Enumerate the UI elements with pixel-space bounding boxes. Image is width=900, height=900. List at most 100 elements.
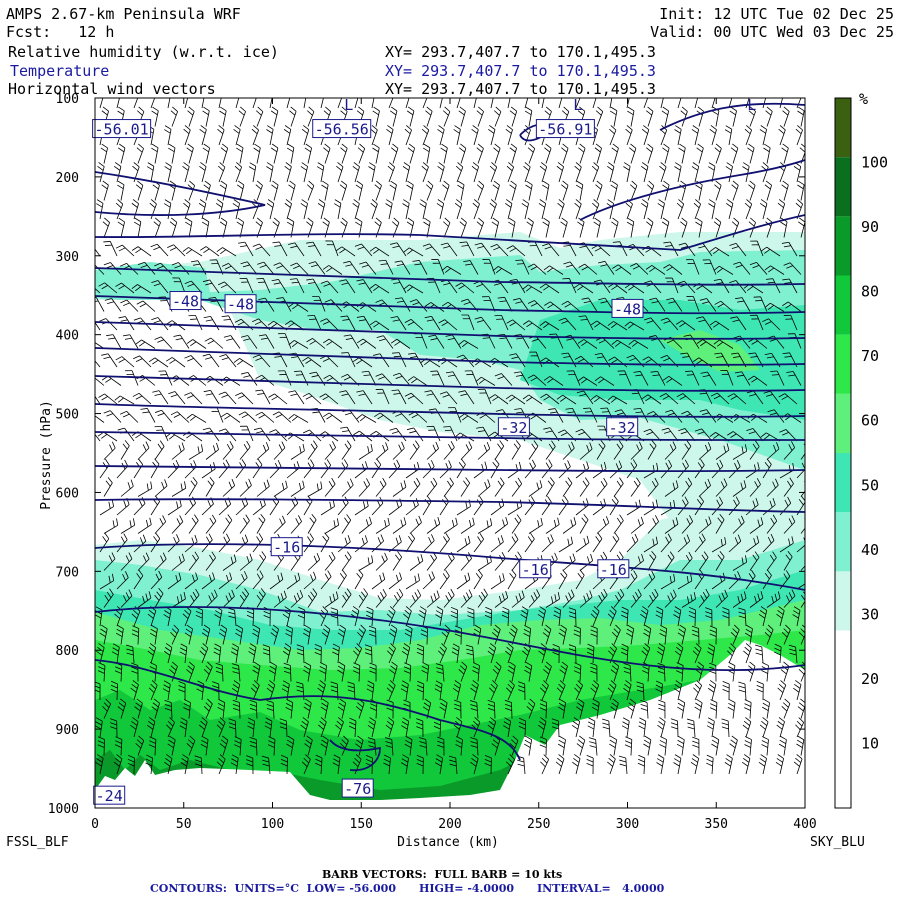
wind-barb-flag — [522, 650, 528, 656]
wind-barb — [445, 334, 462, 349]
wind-barb — [116, 571, 129, 590]
wind-barb-flag — [517, 759, 525, 763]
wind-barb-flag — [442, 394, 450, 398]
wind-barb-staff — [507, 574, 517, 590]
wind-barb-staff — [534, 241, 543, 257]
wind-barb — [421, 162, 429, 183]
wind-barb-staff — [241, 392, 254, 405]
wind-barb-staff — [269, 166, 274, 183]
wind-barb-flag — [592, 202, 598, 209]
wind-barb — [364, 644, 373, 664]
wind-barb-flag — [297, 572, 301, 580]
wind-barb-flag — [610, 706, 617, 712]
wind-barb — [171, 591, 186, 608]
wind-barb-flag — [335, 724, 342, 730]
wind-barb-flag — [595, 536, 601, 543]
wind-barb-flag — [514, 334, 522, 336]
wind-barb-flag — [404, 662, 411, 666]
wind-barb-flag — [469, 700, 477, 703]
wind-barb-flag — [180, 717, 188, 722]
wind-barb — [217, 162, 226, 183]
wind-barb-flag — [219, 162, 226, 168]
wind-barb-flag — [185, 217, 193, 223]
wind-barb-flag — [313, 555, 318, 563]
wind-barb-flag — [151, 624, 158, 630]
wind-barb-flag — [131, 202, 138, 208]
wind-barb — [461, 314, 475, 331]
wind-barb-flag — [543, 427, 551, 430]
wind-barb-staff — [170, 702, 173, 719]
wind-barb-flag — [448, 460, 452, 467]
wind-barb-staff — [528, 110, 533, 127]
wind-barb-staff — [461, 282, 475, 294]
wind-barb — [115, 356, 135, 368]
wind-barb — [609, 125, 617, 146]
wind-barb-flag — [394, 260, 402, 263]
wind-barb — [272, 411, 292, 423]
wind-barb-flag — [212, 685, 219, 689]
wind-barb-flag — [390, 147, 397, 153]
wind-barb-flag — [115, 356, 123, 361]
wind-barb-flag — [219, 221, 227, 227]
wind-barb-flag — [598, 339, 606, 344]
wind-barb — [300, 199, 308, 220]
wind-barb-flag — [136, 698, 143, 704]
wind-barb-flag — [183, 128, 190, 134]
wind-barb-flag — [611, 498, 617, 506]
wind-barb — [525, 180, 533, 201]
wind-barb-flag — [468, 589, 473, 597]
wind-barb-staff — [178, 262, 190, 275]
wind-barb — [369, 662, 377, 682]
wind-barb-flag — [249, 744, 257, 748]
wind-barb-flag — [162, 515, 167, 522]
wind-barb-flag — [288, 322, 295, 328]
wind-barb-flag — [236, 162, 242, 168]
wind-barb-staff — [345, 390, 356, 405]
wind-barb — [527, 143, 536, 164]
wind-barb-flag — [377, 537, 382, 544]
wind-barb-staff — [601, 353, 611, 368]
wind-barb-flag — [266, 162, 274, 167]
wind-barb-staff — [618, 264, 632, 275]
wind-barb — [376, 335, 394, 349]
wind-barb-staff — [154, 446, 165, 460]
wind-barb-flag — [380, 592, 385, 599]
wind-barb-flag — [164, 199, 172, 204]
wind-barb — [95, 321, 101, 331]
wind-barb-flag — [571, 724, 579, 730]
wind-barb-flag — [266, 203, 274, 208]
wind-barb-flag — [510, 106, 517, 112]
wind-barb-staff — [575, 575, 585, 590]
wind-barb-flag — [332, 643, 340, 648]
wind-barb-staff — [460, 222, 467, 238]
wind-barb-staff — [95, 415, 105, 423]
wind-barb — [133, 217, 142, 238]
wind-barb-staff — [388, 129, 394, 146]
wind-barb-flag — [219, 743, 226, 749]
wind-barb-flag — [424, 390, 432, 393]
wind-barb-staff — [120, 524, 135, 534]
wind-barb — [103, 518, 119, 534]
wind-barb — [171, 515, 184, 534]
wind-barb — [354, 569, 364, 590]
wind-barb-flag — [181, 553, 185, 561]
wind-barb-staff — [473, 129, 479, 146]
wind-barb-flag — [388, 609, 394, 616]
wind-barb-flag — [302, 717, 309, 722]
wind-barb-flag — [416, 647, 424, 652]
wind-barb-flag — [236, 143, 244, 149]
wind-barb-flag — [207, 480, 213, 487]
wind-barb-flag — [630, 143, 637, 149]
wind-barb-flag — [387, 125, 394, 130]
wind-barb-flag — [394, 341, 401, 346]
wind-barb-staff — [507, 506, 522, 516]
wind-barb-flag — [492, 396, 499, 402]
wind-barb-flag — [581, 297, 589, 300]
wind-barb-flag — [310, 443, 316, 450]
wind-barb-flag — [382, 444, 386, 452]
wind-barb-staff — [528, 222, 534, 238]
wind-barb — [99, 98, 104, 109]
wind-barb-flag — [608, 356, 615, 361]
wind-barb-flag — [444, 217, 451, 223]
wind-barb — [524, 106, 533, 127]
